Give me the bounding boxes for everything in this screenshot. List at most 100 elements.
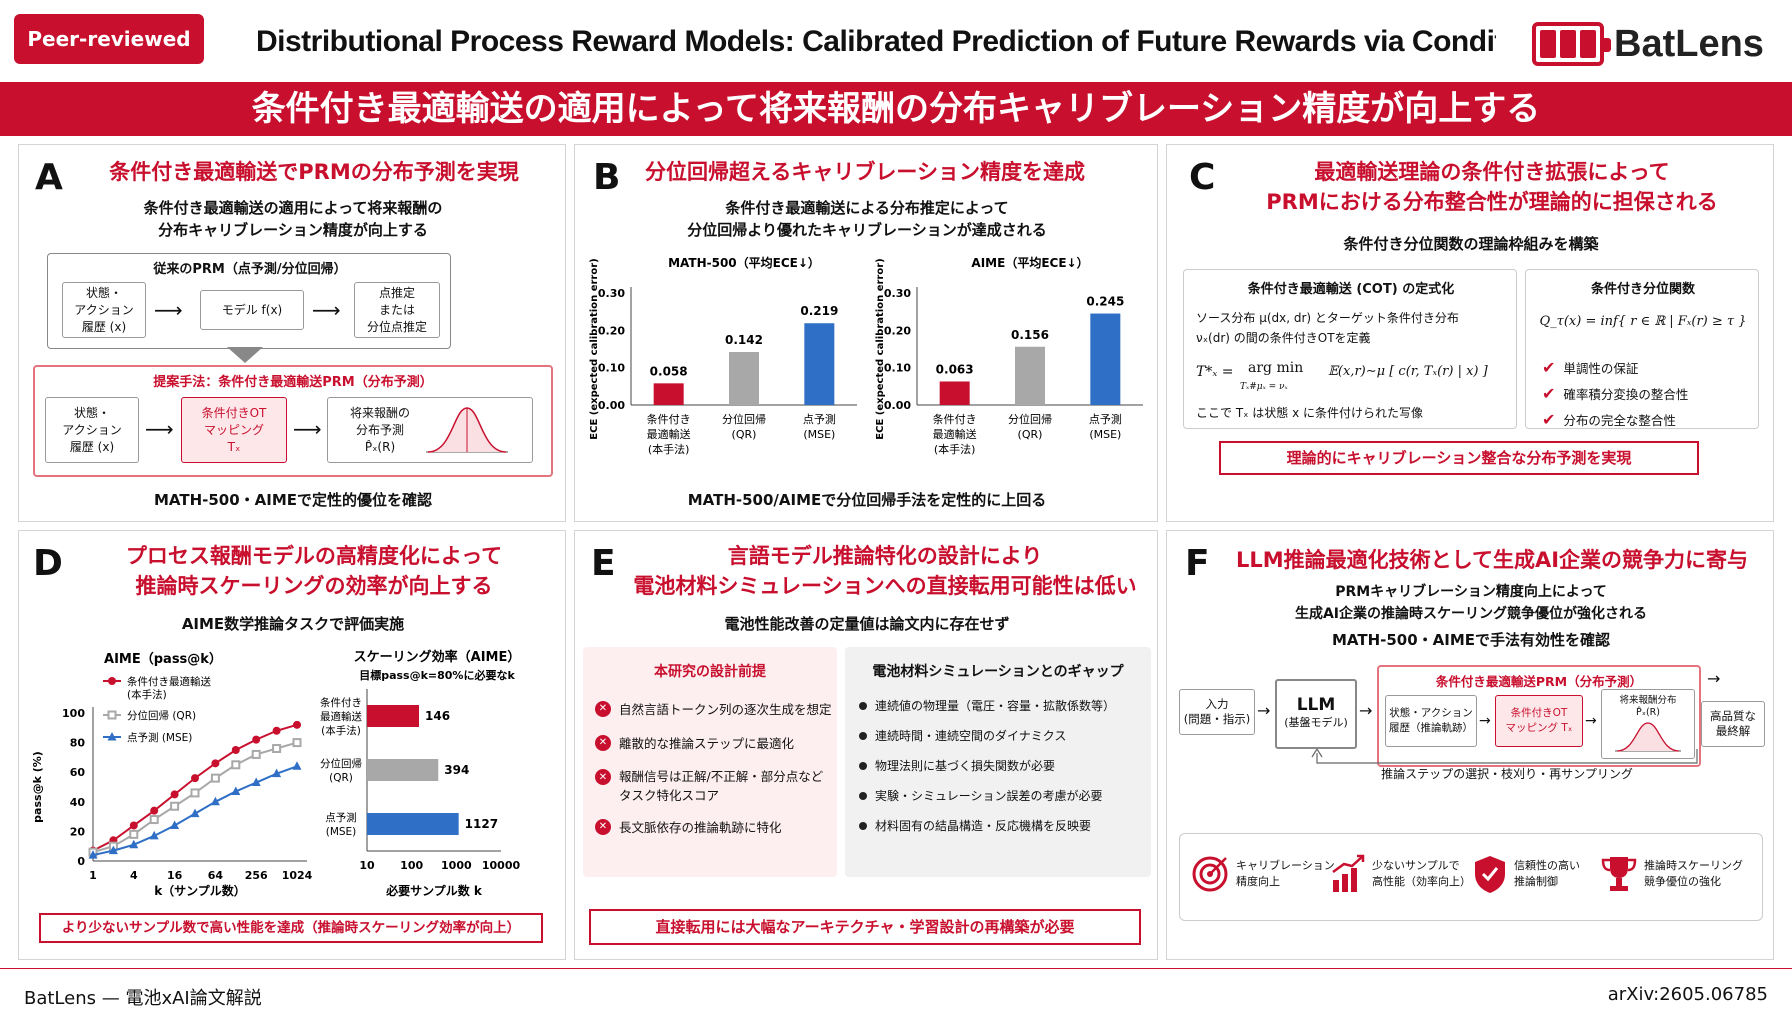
check-icon: ✔ [1542, 410, 1556, 429]
bar-value-label: 0.142 [725, 333, 763, 347]
bullet-icon [859, 791, 867, 800]
data-point [293, 720, 301, 729]
premise-item: ✕ 長文脈依存の推論軌跡に特化 [595, 817, 782, 836]
bar [367, 813, 459, 835]
down-arrow-icon [227, 347, 263, 363]
panel-letter: C [1189, 157, 1216, 198]
conventional-label: 従来のPRM（点予測/分位回帰） [153, 262, 347, 277]
cot-definition-box: 条件付き最適輸送 (COT) の定式化 ソース分布 μ(dx, dr) とターゲ… [1183, 269, 1517, 429]
bar [1015, 346, 1045, 405]
distribution-curve-icon [426, 407, 508, 453]
bullet-icon [859, 761, 867, 770]
y-tick-label: 0.10 [598, 362, 625, 375]
gap-item: 実験・シミュレーション誤差の考慮が必要 [859, 787, 1103, 804]
legend-label: 分位回帰 (QR) [127, 709, 196, 722]
y-tick-label: 分位回帰(QR) [320, 757, 362, 784]
peer-reviewed-badge: Peer-reviewed [14, 14, 204, 64]
y-tick-label: 80 [70, 737, 86, 750]
gap-item: 物理法則に基づく損失関数が必要 [859, 757, 1055, 774]
arrow-icon: ⟶ [154, 298, 183, 322]
y-tick-label: 0.20 [598, 324, 625, 337]
data-point [170, 801, 180, 811]
y-tick-label: 条件付き最適輸送(本手法) [320, 696, 362, 737]
prm-ot-box: 条件付きOT マッピング Tₓ [1495, 695, 1583, 747]
input-box: 入力 (問題・指示) [1179, 689, 1255, 735]
data-point [108, 845, 118, 855]
check-icon: ✔ [1542, 384, 1556, 403]
data-point [150, 806, 159, 815]
design-premise-title: 本研究の設計前提 [654, 664, 766, 680]
bar-value-label: 0.245 [1086, 295, 1124, 309]
check-item: ✔ 分布の完全な整合性 [1542, 410, 1676, 429]
x-tick-label: 100 [400, 859, 423, 872]
y-tick-label: 0.30 [884, 287, 911, 300]
arrow-icon: → [1585, 713, 1597, 729]
proposed-label: 提案手法：条件付き最適輸送PRM（分布予測） [153, 375, 433, 390]
data-point [231, 760, 241, 770]
chart-subtitle: 目標pass@k=80%に必要なk [359, 668, 515, 682]
panel-title: プロセス報酬モデルの高精度化によって 推論時スケーリングの効率が向上する [125, 544, 503, 598]
llm-sublabel: (基盤モデル) [1284, 716, 1348, 729]
battery-gap-title: 電池材料シミュレーションとのギャップ [872, 664, 1124, 680]
eq-constraint: Tₓ#μₓ = νₓ [1240, 382, 1288, 392]
battery-icon [1532, 22, 1611, 66]
chart-title: AIME（pass@k） [104, 651, 222, 667]
x-tick-label: 64 [208, 869, 224, 882]
premise-item: ✕ 自然言語トークン列の逐次生成を想定 [595, 699, 832, 718]
y-tick-label: 20 [70, 825, 86, 838]
data-point [190, 788, 200, 798]
data-point [149, 815, 159, 825]
panel-title: 分位回帰超えるキャリブレーション精度を達成 [645, 160, 1085, 184]
y-tick-label: 60 [70, 766, 86, 779]
loop-label: 推論ステップの選択・枝刈り・再サンプリング [1381, 767, 1633, 781]
bar [804, 323, 835, 405]
panel-subtitle: 条件付き最適輸送による分布推定によって 分位回帰より優れたキャリブレーションが達… [687, 199, 1047, 239]
data-point [129, 821, 138, 830]
headline-banner: 条件付き最適輸送の適用によって将来報酬の分布キャリブレーション精度が向上する [0, 82, 1792, 136]
arrow-icon: → [1257, 701, 1271, 720]
y-tick-label: 0.10 [884, 362, 911, 375]
data-point [88, 850, 98, 859]
benefit-item: キャリブレーション 精度向上 [1190, 854, 1335, 894]
bullet-icon [859, 821, 867, 830]
llm-box: LLM (基盤モデル) [1275, 679, 1357, 749]
prm-input-box: 状態・アクション 履歴（推論軌跡） [1385, 695, 1477, 747]
bar [939, 381, 970, 405]
quantile-title: 条件付き分位関数 [1590, 282, 1695, 297]
data-point [149, 830, 159, 840]
output-box: 高品質な 最終解 [1701, 701, 1765, 747]
conv-output-box: 点推定 または 分位点推定 [354, 282, 440, 338]
panel-subtitle-2: MATH-500・AIMEで手法有効性を確認 [1331, 631, 1611, 649]
bar [367, 759, 439, 781]
design-premise-box: 本研究の設計前提 ✕ 自然言語トークン列の逐次生成を想定 ✕ 離散的な推論ステップに… [583, 647, 837, 877]
panel-letter: B [593, 157, 621, 198]
data-point [292, 761, 302, 770]
llm-label: LLM [1296, 695, 1336, 715]
data-point [272, 744, 282, 754]
scaling-efficiency-chart: スケーリング効率（AIME） 目標pass@k=80%に必要なk 10 100 1000… [320, 649, 520, 898]
data-point [272, 726, 281, 735]
x-tick-label: 256 [245, 869, 268, 882]
y-tick-label: 100 [62, 707, 85, 720]
y-tick-label: 0.00 [884, 399, 911, 412]
x-tick-label: 条件付き最適輸送(本手法) [647, 412, 691, 456]
y-tick-label: 0.30 [598, 287, 625, 300]
bar-value-label: 0.156 [1011, 328, 1049, 342]
aime-ece-chart: AIME（平均ECE↓） ECE (expected calibration er… [875, 255, 1143, 456]
x-circle-icon: ✕ [595, 734, 611, 751]
y-axis-label: ECE (expected calibration error) [589, 258, 600, 439]
panel-subtitle: PRMキャリブレーション精度向上によって 生成AI企業の推論時スケーリング競争優… [1294, 584, 1648, 622]
legend-marker [108, 677, 116, 685]
panel-footer: MATH-500/AIMEで分位回帰手法を定性的に上回る [687, 491, 1047, 509]
panel-callout: より少ないサンプル数で高い性能を達成（推論時スケーリング効率が向上） [39, 913, 543, 943]
panel-subtitle: 電池性能改善の定量値は論文内に存在せず [724, 615, 1010, 633]
data-point [231, 746, 240, 754]
x-tick-label: 1000 [441, 859, 472, 872]
aime-passk-chart: AIME（pass@k） pass@k (%) k（サンプル数） 0 20 40 60 80 1… [31, 651, 313, 898]
panel-subtitle: AIME数学推論タスクで評価実施 [181, 615, 405, 633]
bar [367, 705, 420, 727]
panel-letter: F [1185, 543, 1210, 584]
x-tick-label: 4 [130, 869, 138, 882]
y-axis-label: ECE (expected calibration error) [875, 258, 886, 439]
cot-equation: T*ₓ = arg min Tₓ#μₓ = νₓ 𝔼(x,r)∼μ [ c(r,… [1196, 356, 1512, 396]
